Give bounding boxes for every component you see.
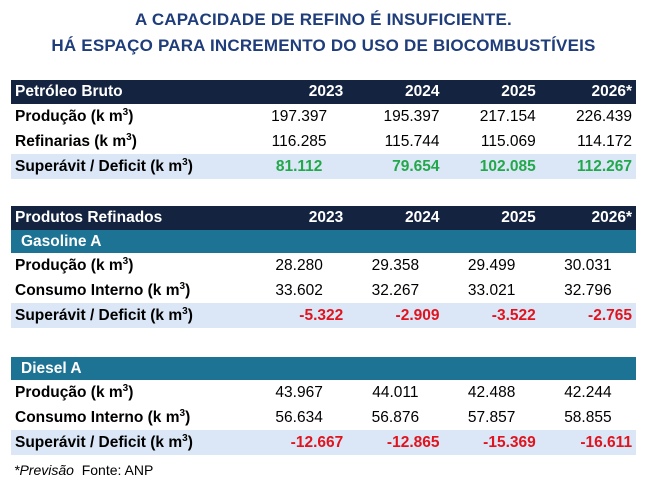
value-cell: 28.280 [251,253,347,278]
row-label: Produção (k m3) [11,104,251,129]
row-label: Consumo Interno (k m3) [11,405,251,430]
year-2024: 2024 [347,206,443,230]
row-label: Produção (k m3) [11,253,251,278]
value-cell: 114.172 [540,129,636,154]
value-cell: 33.021 [444,278,540,303]
value-cell: 56.634 [251,405,347,430]
value-cell: 81.112 [251,154,347,179]
value-cell: 217.154 [444,104,540,129]
year-2023: 2023 [251,80,347,104]
table-row: Produção (k m3) 197.397 195.397 217.154 … [11,104,636,129]
diesel-table: Diesel A Produção (k m3) 43.967 44.011 4… [11,357,636,455]
year-2024: 2024 [347,80,443,104]
diesel-header-label: Diesel A [11,357,636,380]
refined-header-row: Produtos Refinados 2023 2024 2025 2026* [11,206,636,230]
value-cell: 116.285 [251,129,347,154]
surplus-row: Superávit / Deficit (k m3) -12.667 -12.8… [11,430,636,455]
surplus-row: Superávit / Deficit (k m3) 81.112 79.654… [11,154,636,179]
value-cell: -2.765 [540,303,636,328]
page-title-line-2: HÁ ESPAÇO PARA INCREMENTO DO USO DE BIOC… [0,36,647,56]
year-2026: 2026* [540,80,636,104]
crude-oil-table: Petróleo Bruto 2023 2024 2025 2026* Prod… [11,80,636,179]
value-cell: 56.876 [347,405,443,430]
value-cell: 226.439 [540,104,636,129]
value-cell: 197.397 [251,104,347,129]
value-cell: 57.857 [444,405,540,430]
table-row: Produção (k m3) 28.280 29.358 29.499 30.… [11,253,636,278]
table-row: Refinarias (k m3) 116.285 115.744 115.06… [11,129,636,154]
row-label: Refinarias (k m3) [11,129,251,154]
forecast-note: *Previsão [14,462,74,478]
value-cell: 195.397 [347,104,443,129]
value-cell: -5.322 [251,303,347,328]
row-label: Superávit / Deficit (k m3) [11,303,251,328]
table-row: Produção (k m3) 43.967 44.011 42.488 42.… [11,380,636,405]
table-row: Consumo Interno (k m3) 56.634 56.876 57.… [11,405,636,430]
value-cell: 58.855 [540,405,636,430]
value-cell: 102.085 [444,154,540,179]
value-cell: 29.499 [444,253,540,278]
year-2026: 2026* [540,206,636,230]
value-cell: -12.667 [251,430,347,455]
value-cell: -2.909 [347,303,443,328]
value-cell: 29.358 [347,253,443,278]
year-2025: 2025 [444,206,540,230]
gasoline-header-row: Gasoline A [11,230,636,253]
year-2025: 2025 [444,80,540,104]
value-cell: 42.488 [444,380,540,405]
year-2023: 2023 [251,206,347,230]
value-cell: 42.244 [540,380,636,405]
crude-header-row: Petróleo Bruto 2023 2024 2025 2026* [11,80,636,104]
value-cell: 115.744 [347,129,443,154]
refined-header-label: Produtos Refinados [11,206,251,230]
surplus-row: Superávit / Deficit (k m3) -5.322 -2.909… [11,303,636,328]
refined-products-table: Produtos Refinados 2023 2024 2025 2026* … [11,206,636,328]
value-cell: -12.865 [347,430,443,455]
footnote: *Previsão Fonte: ANP [14,462,153,478]
source-note: Fonte: ANP [82,462,154,478]
value-cell: 30.031 [540,253,636,278]
value-cell: 32.267 [347,278,443,303]
row-label: Consumo Interno (k m3) [11,278,251,303]
row-label: Superávit / Deficit (k m3) [11,154,251,179]
gasoline-header-label: Gasoline A [11,230,636,253]
value-cell: 43.967 [251,380,347,405]
value-cell: -16.611 [540,430,636,455]
value-cell: 33.602 [251,278,347,303]
value-cell: 44.011 [347,380,443,405]
table-row: Consumo Interno (k m3) 33.602 32.267 33.… [11,278,636,303]
diesel-header-row: Diesel A [11,357,636,380]
value-cell: 79.654 [347,154,443,179]
value-cell: -15.369 [444,430,540,455]
crude-header-label: Petróleo Bruto [11,80,251,104]
row-label: Produção (k m3) [11,380,251,405]
value-cell: -3.522 [444,303,540,328]
value-cell: 112.267 [540,154,636,179]
value-cell: 115.069 [444,129,540,154]
row-label: Superávit / Deficit (k m3) [11,430,251,455]
value-cell: 32.796 [540,278,636,303]
page-title-line-1: A CAPACIDADE DE REFINO É INSUFICIENTE. [0,10,647,30]
